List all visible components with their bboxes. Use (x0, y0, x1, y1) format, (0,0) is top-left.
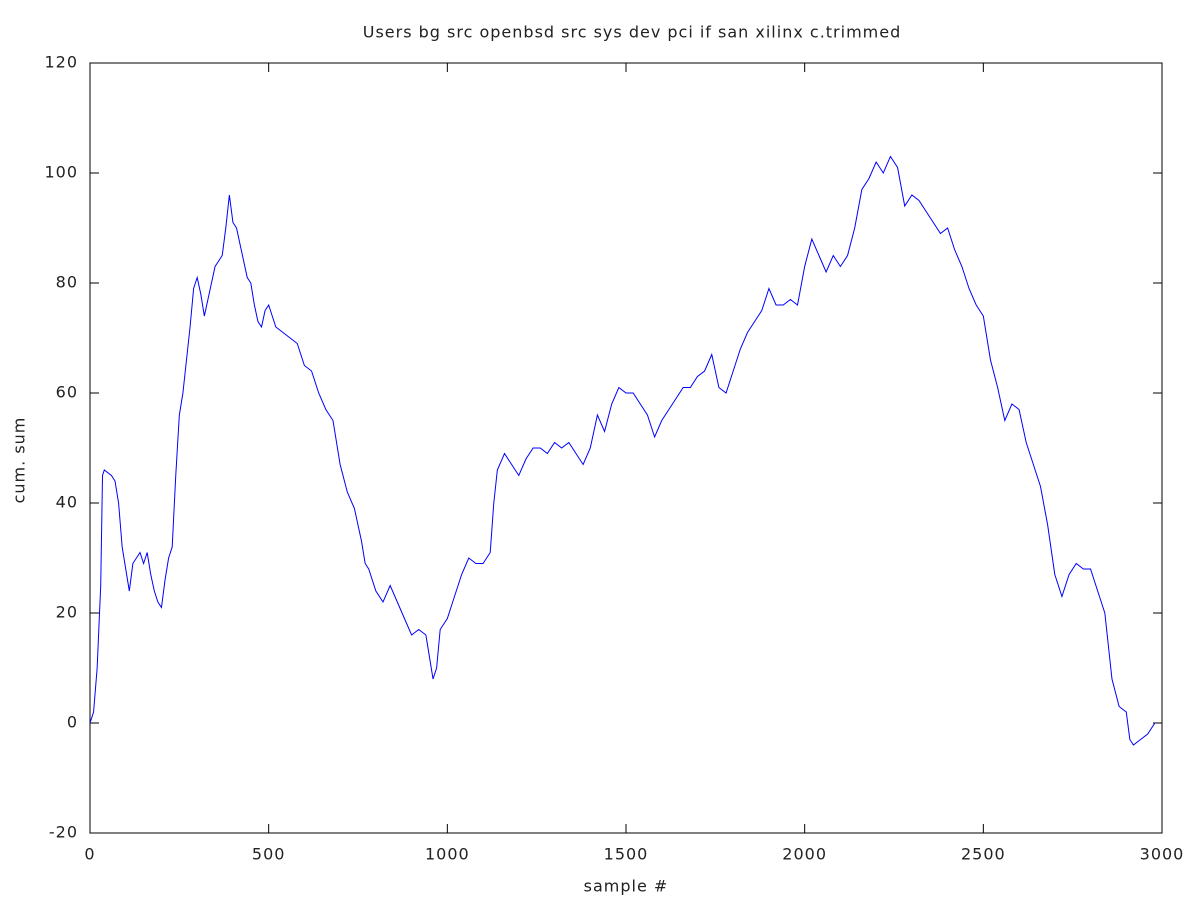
y-axis-label: cum. sum (10, 417, 29, 504)
x-tick-label: 1000 (425, 845, 470, 864)
data-line (89, 155, 1156, 746)
y-tick-label: 60 (56, 383, 78, 402)
y-tick-label: 100 (44, 163, 78, 182)
x-tick-label: 500 (252, 845, 286, 864)
x-tick-label: 1500 (604, 845, 649, 864)
y-tick-label: 20 (56, 603, 78, 622)
x-tick-label: 0 (84, 845, 95, 864)
x-tick-label: 3000 (1140, 845, 1185, 864)
y-tick-label: 0 (67, 713, 78, 732)
chart-title: Users bg src openbsd src sys dev pci if … (363, 23, 902, 42)
y-tick-label: 120 (44, 53, 78, 72)
y-tick-label: 40 (56, 493, 78, 512)
x-tick-label: 2500 (961, 845, 1006, 864)
y-tick-label: -20 (49, 823, 78, 842)
x-tick-label: 2000 (782, 845, 827, 864)
plot-frame (89, 62, 1163, 834)
x-axis-label: sample # (584, 877, 669, 896)
y-tick-label: 80 (56, 273, 78, 292)
